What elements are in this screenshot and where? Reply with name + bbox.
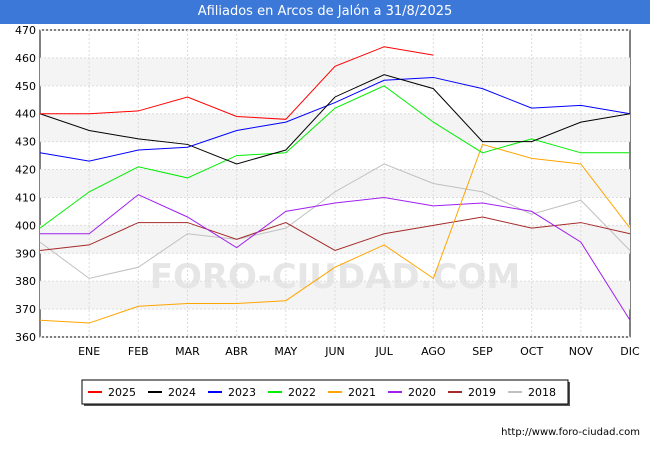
x-tick-label: AGO: [421, 345, 446, 358]
legend-label-2025: 2025: [108, 386, 136, 399]
source-url[interactable]: http://www.foro-ciudad.com: [501, 427, 640, 438]
series-line-2021: [39, 143, 631, 324]
chart-title: Afiliados en Arcos de Jalón a 31/8/2025: [0, 0, 650, 24]
series-line-2025: [40, 46, 434, 120]
y-tick-label: 470: [15, 24, 36, 37]
legend-box: [81, 379, 569, 405]
y-tick-label: 440: [15, 108, 36, 121]
legend-label-2018: 2018: [528, 386, 556, 399]
y-tick-label: 370: [15, 303, 36, 316]
legend-label-2021: 2021: [348, 386, 376, 399]
legend-label-2022: 2022: [288, 386, 316, 399]
y-tick-label: 360: [15, 331, 36, 344]
series-line-2023: [39, 76, 631, 162]
y-tick-label: 380: [15, 275, 36, 288]
legend-label-2024: 2024: [168, 386, 196, 399]
series-line-2018: [39, 163, 631, 279]
y-tick-label: 400: [15, 219, 36, 232]
x-tick-label: OCT: [520, 345, 543, 358]
x-tick-label: ABR: [225, 345, 248, 358]
x-tick-label: JUL: [374, 345, 393, 358]
x-tick-label: JUN: [324, 345, 345, 358]
x-tick-label: DIC: [620, 345, 640, 358]
legend-label-2023: 2023: [228, 386, 256, 399]
y-tick-label: 410: [15, 191, 36, 204]
y-tick-label: 430: [15, 136, 36, 149]
legend: 2025 2024 2023 2022 2021 2020 2019 2018: [81, 379, 570, 406]
series-line-2020: [40, 194, 631, 321]
x-tick-label: FEB: [128, 345, 149, 358]
series-lines: [39, 46, 631, 324]
series-line-2024: [39, 74, 631, 165]
x-tick-label: MAR: [175, 345, 200, 358]
x-tick-label: NOV: [569, 345, 594, 358]
legend-label-2019: 2019: [468, 386, 496, 399]
y-tick-label: 390: [15, 247, 36, 260]
legend-label-2020: 2020: [408, 386, 436, 399]
series-line-2019: [39, 216, 631, 252]
series-line-2022: [39, 85, 630, 229]
y-axis: 360 370 380 390 400 410 420 430 440 450 460 470: [15, 24, 36, 344]
x-axis: ENE FEB MAR ABR MAY JUN JUL AGO SEP OCT NOV DIC: [78, 345, 640, 358]
y-tick-label: 420: [15, 164, 36, 177]
x-tick-label: SEP: [472, 345, 493, 358]
x-tick-label: MAY: [274, 345, 297, 358]
x-tick-label: ENE: [78, 345, 100, 358]
y-tick-label: 460: [15, 52, 36, 65]
y-tick-label: 450: [15, 80, 36, 93]
